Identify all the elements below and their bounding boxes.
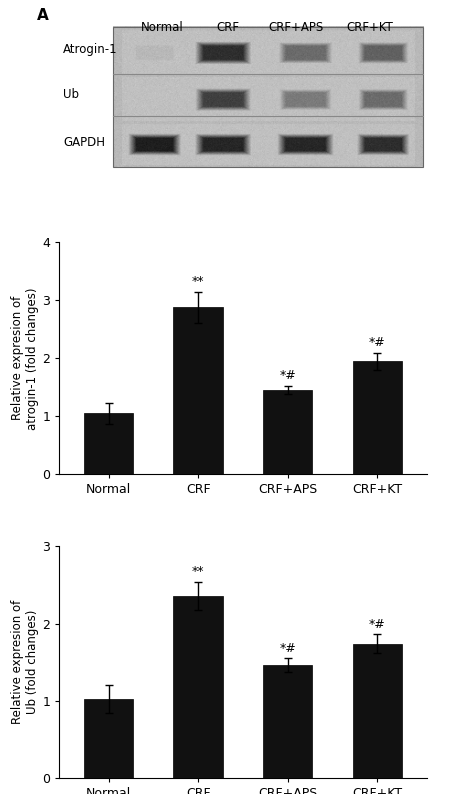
Text: *#: *#: [279, 642, 296, 654]
Bar: [263, 665, 312, 778]
Text: **: **: [192, 275, 204, 287]
Bar: [263, 390, 312, 474]
Text: CRF+KT: CRF+KT: [346, 21, 393, 33]
Y-axis label: Relative expresion of
atrogin-1 (fold changes): Relative expresion of atrogin-1 (fold ch…: [11, 287, 39, 430]
Bar: [84, 414, 133, 474]
Text: A: A: [37, 8, 49, 23]
Text: Atrogin-1: Atrogin-1: [63, 44, 118, 56]
Text: GAPDH: GAPDH: [63, 136, 105, 149]
Y-axis label: Relative expresion of
Ub (fold changes): Relative expresion of Ub (fold changes): [11, 600, 39, 724]
Bar: [173, 307, 223, 474]
Bar: [173, 596, 223, 778]
Text: Ub: Ub: [63, 88, 79, 101]
Text: CRF: CRF: [217, 21, 240, 33]
Text: **: **: [192, 565, 204, 578]
Bar: [84, 700, 133, 778]
Text: *#: *#: [369, 618, 386, 630]
Bar: [353, 361, 402, 474]
Text: *#: *#: [279, 368, 296, 382]
Text: *#: *#: [369, 336, 386, 349]
Bar: [353, 644, 402, 778]
Text: CRF+APS: CRF+APS: [269, 21, 324, 33]
Text: Normal: Normal: [141, 21, 183, 33]
